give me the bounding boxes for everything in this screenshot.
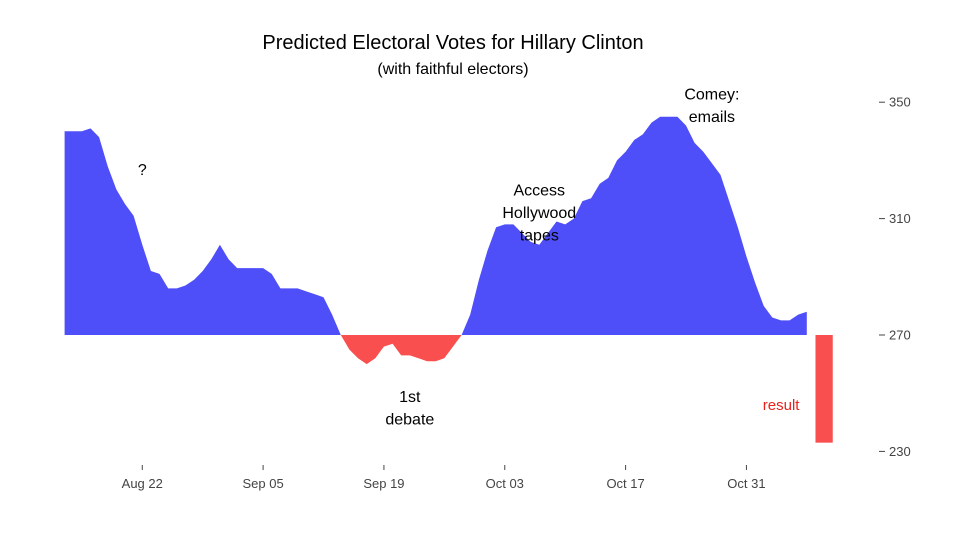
area-series	[64, 116, 807, 365]
result-label: result	[763, 397, 801, 414]
x-tick-label: Aug 22	[122, 476, 163, 491]
result-bar	[815, 335, 833, 443]
x-tick-label: Sep 05	[242, 476, 283, 491]
x-tick-label: Oct 03	[486, 476, 524, 491]
y-tick-label: 230	[889, 444, 911, 459]
area-above-270	[64, 128, 341, 335]
y-axis: 230 270 310 350	[879, 95, 911, 459]
annotation-3: Comey: emails	[684, 86, 739, 126]
area-below-270	[340, 335, 462, 365]
annotation-0: ?	[138, 162, 147, 179]
x-tick-label: Oct 31	[727, 476, 765, 491]
y-tick-label: 350	[889, 95, 911, 110]
x-tick-label: Sep 19	[363, 476, 404, 491]
annotation-2: Access Hollywood tapes	[502, 182, 576, 244]
y-tick-label: 310	[889, 211, 911, 226]
chart-title: Predicted Electoral Votes for Hillary Cl…	[262, 32, 643, 54]
result-bar-group: result	[763, 335, 833, 443]
annotation-1: 1st debate	[385, 389, 434, 429]
y-tick-label: 270	[889, 328, 911, 343]
x-tick-label: Oct 17	[606, 476, 644, 491]
chart-subtitle: (with faithful electors)	[377, 61, 528, 78]
annotations: ? 1st debate Access Hollywood tapes Comey: emai…	[138, 86, 740, 428]
x-axis: Aug 22 Sep 05 Sep 19 Oct 03 Oct 17 Oct 31	[122, 465, 766, 491]
area-above-270	[461, 116, 807, 335]
